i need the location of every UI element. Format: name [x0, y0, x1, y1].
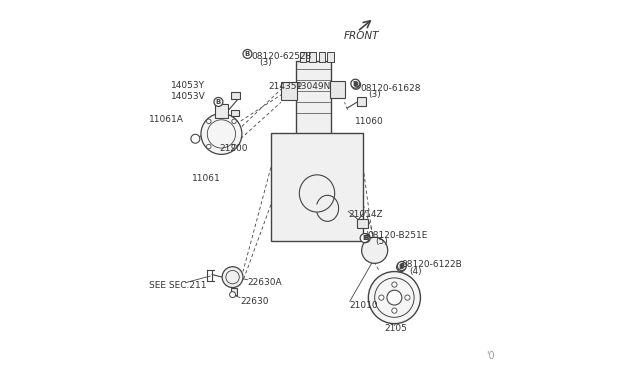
- Bar: [357, 97, 366, 106]
- Text: 08120-6122B: 08120-6122B: [402, 260, 463, 269]
- Circle shape: [214, 97, 223, 106]
- Bar: [309, 52, 316, 62]
- Circle shape: [379, 295, 384, 300]
- Circle shape: [232, 119, 236, 124]
- Bar: [281, 82, 296, 100]
- Circle shape: [397, 263, 406, 272]
- Text: B: B: [245, 51, 250, 57]
- Bar: [231, 288, 237, 295]
- Text: B: B: [399, 264, 404, 270]
- Bar: [296, 61, 331, 134]
- Circle shape: [405, 295, 410, 300]
- Text: 2105: 2105: [384, 324, 407, 333]
- Bar: [300, 52, 306, 62]
- Text: 21435P: 21435P: [268, 82, 302, 91]
- Circle shape: [369, 272, 420, 324]
- Circle shape: [362, 237, 388, 263]
- Circle shape: [232, 144, 236, 149]
- Circle shape: [362, 234, 370, 243]
- Circle shape: [191, 134, 200, 143]
- Bar: [271, 133, 363, 241]
- Text: 08120-62528: 08120-62528: [251, 52, 312, 61]
- Text: 13049N: 13049N: [296, 82, 331, 91]
- Bar: [357, 219, 369, 228]
- Bar: [319, 52, 325, 62]
- Circle shape: [351, 80, 360, 89]
- Text: B: B: [362, 235, 367, 241]
- Circle shape: [243, 49, 252, 58]
- Circle shape: [392, 282, 397, 287]
- Bar: [330, 81, 344, 98]
- Text: 11060: 11060: [355, 117, 383, 126]
- Text: B: B: [353, 82, 358, 88]
- Text: '0: '0: [486, 351, 495, 361]
- Circle shape: [207, 119, 211, 124]
- Bar: [232, 92, 239, 99]
- Text: (4): (4): [410, 267, 422, 276]
- Bar: [327, 52, 334, 62]
- Text: 21010: 21010: [349, 301, 378, 310]
- Text: SEE SEC.211: SEE SEC.211: [149, 281, 206, 290]
- Text: 08120-B251E: 08120-B251E: [367, 231, 428, 240]
- Bar: [231, 110, 239, 116]
- Text: B: B: [399, 263, 404, 269]
- Text: 14053V: 14053V: [170, 92, 205, 101]
- Circle shape: [392, 308, 397, 313]
- Circle shape: [230, 292, 236, 298]
- Circle shape: [201, 113, 242, 154]
- Text: 11061A: 11061A: [149, 115, 184, 124]
- Text: 22630: 22630: [240, 297, 269, 306]
- Text: (3): (3): [369, 90, 381, 99]
- Circle shape: [222, 267, 243, 288]
- Text: B: B: [353, 81, 358, 87]
- Circle shape: [387, 290, 402, 305]
- Text: (5): (5): [375, 237, 388, 246]
- Text: 22630A: 22630A: [248, 278, 282, 287]
- Circle shape: [397, 262, 406, 270]
- Circle shape: [351, 79, 360, 88]
- Text: FRONT: FRONT: [344, 31, 379, 41]
- Bar: [215, 104, 228, 118]
- Circle shape: [207, 144, 211, 149]
- Text: 11061: 11061: [191, 174, 220, 183]
- Text: 08120-61628: 08120-61628: [360, 84, 420, 93]
- Circle shape: [360, 234, 369, 243]
- Text: (3): (3): [260, 58, 273, 67]
- Text: 21200: 21200: [220, 144, 248, 153]
- Text: B: B: [216, 99, 221, 105]
- Text: B: B: [363, 235, 369, 241]
- Text: 14053Y: 14053Y: [170, 81, 204, 90]
- Text: 21014Z: 21014Z: [348, 210, 383, 219]
